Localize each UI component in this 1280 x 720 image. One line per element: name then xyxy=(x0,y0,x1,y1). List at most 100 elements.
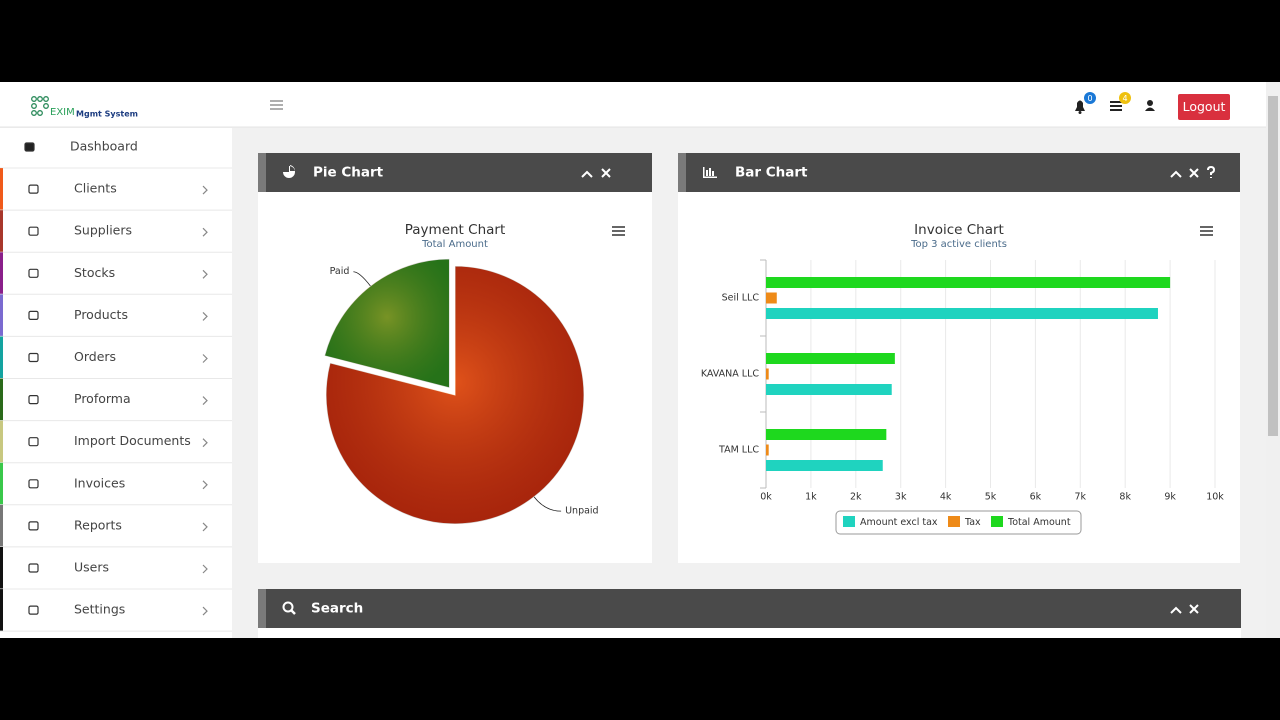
item-label: Suppliers xyxy=(74,223,132,238)
collapse-button[interactable] xyxy=(1170,170,1182,178)
bar xyxy=(766,277,1171,288)
item-icon xyxy=(28,521,39,531)
item-icon xyxy=(28,479,39,489)
item-accent xyxy=(0,210,3,253)
sidebar-item[interactable]: Invoices xyxy=(0,462,232,506)
scrollbar-thumb[interactable] xyxy=(1268,96,1278,436)
bar xyxy=(766,308,1158,319)
sidebar-item[interactable]: Stocks xyxy=(0,252,232,295)
item-icon xyxy=(28,352,39,363)
sidebar-item[interactable]: Import Documents xyxy=(0,420,232,464)
item-chevron xyxy=(202,522,208,532)
close-button[interactable] xyxy=(1189,168,1199,178)
close-button[interactable] xyxy=(1189,604,1199,614)
y-tick-label: Seil LLC xyxy=(722,293,760,304)
sidebar-item[interactable]: Reports xyxy=(0,504,232,548)
logo-icon xyxy=(31,96,49,116)
x-tick-label: 9k xyxy=(1164,492,1176,503)
sidebar-item[interactable]: Orders xyxy=(0,336,232,379)
tasks-button[interactable]: 4 xyxy=(1110,92,1131,111)
legend-swatch[interactable] xyxy=(991,516,1003,527)
panel-title: Pie Chart xyxy=(313,165,384,181)
item-accent xyxy=(0,504,3,547)
item-icon xyxy=(24,142,35,152)
panel-title: Search xyxy=(311,601,363,617)
close-button[interactable] xyxy=(601,168,611,178)
item-label: Reports xyxy=(74,517,122,532)
item-accent xyxy=(0,168,3,211)
bar xyxy=(766,460,883,471)
item-chevron xyxy=(202,396,208,406)
menu-toggle[interactable] xyxy=(270,100,283,110)
sidebar xyxy=(0,128,232,638)
logo-text: EXIM xyxy=(50,107,75,118)
x-tick-label: 0k xyxy=(760,492,772,503)
slice-shade xyxy=(325,266,584,525)
sidebar-item[interactable]: Clients xyxy=(0,168,232,211)
x-tick-label: 10k xyxy=(1206,492,1224,503)
item-label: Invoices xyxy=(74,475,125,490)
item-accent xyxy=(0,589,3,632)
item-chevron xyxy=(202,606,208,616)
bar xyxy=(766,353,895,364)
chart-menu[interactable] xyxy=(1200,226,1213,236)
item-accent xyxy=(0,462,3,505)
slice-shade xyxy=(324,258,450,388)
notification-badge: 0 xyxy=(1087,94,1092,103)
logo-subtitle: Mgmt System xyxy=(76,110,138,119)
data-label: Paid xyxy=(330,266,350,277)
logout-button[interactable]: Logout xyxy=(1178,94,1230,120)
item-label: Dashboard xyxy=(70,139,138,154)
item-label: Settings xyxy=(74,602,125,617)
item-chevron xyxy=(202,227,208,237)
bar xyxy=(766,384,892,395)
item-icon xyxy=(28,395,39,405)
legend-swatch[interactable] xyxy=(843,516,855,527)
item-chevron xyxy=(202,354,208,363)
x-tick-label: 3k xyxy=(895,492,907,503)
legend-label[interactable]: Tax xyxy=(964,517,981,528)
bar xyxy=(766,444,769,456)
top-bar xyxy=(0,82,1266,127)
notifications-button[interactable]: 0 xyxy=(1075,92,1096,114)
item-accent xyxy=(0,294,3,337)
sidebar-item[interactable]: Products xyxy=(0,294,232,337)
user-button[interactable] xyxy=(1145,100,1155,111)
sidebar-item[interactable]: Suppliers xyxy=(0,210,232,253)
item-label: Proforma xyxy=(74,391,131,406)
sidebar-item[interactable]: Dashboard xyxy=(0,139,232,169)
item-icon xyxy=(28,310,39,320)
help-button[interactable] xyxy=(1207,165,1216,178)
item-chevron xyxy=(202,185,208,195)
tasks-badge: 4 xyxy=(1122,94,1127,103)
chart-menu[interactable] xyxy=(612,226,625,236)
chart-title: Invoice Chart xyxy=(914,222,1004,238)
x-tick-label: 7k xyxy=(1075,492,1087,503)
chart-subtitle: Top 3 active clients xyxy=(910,239,1007,250)
sidebar-item[interactable]: Settings xyxy=(0,589,232,632)
panel-title: Bar Chart xyxy=(735,165,808,181)
collapse-button[interactable] xyxy=(1170,606,1182,614)
item-icon xyxy=(28,184,39,194)
x-tick-label: 2k xyxy=(850,492,862,503)
chart-title: Payment Chart xyxy=(405,222,506,238)
collapse-button[interactable] xyxy=(581,170,593,178)
item-label: Import Documents xyxy=(74,433,191,448)
search-panel: Search xyxy=(258,589,1241,638)
bar xyxy=(766,368,769,380)
item-chevron xyxy=(202,438,208,448)
item-label: Users xyxy=(74,560,109,575)
sidebar-item[interactable]: Proforma xyxy=(0,378,232,422)
item-chevron xyxy=(202,480,208,490)
sidebar-item[interactable]: Users xyxy=(0,547,232,590)
legend-label[interactable]: Total Amount xyxy=(1007,517,1071,528)
bar-panel: Bar Chart xyxy=(678,153,1240,563)
x-tick-label: 1k xyxy=(805,492,817,503)
legend-label[interactable]: Amount excl tax xyxy=(860,517,938,528)
chart-subtitle: Total Amount xyxy=(421,239,488,250)
item-accent xyxy=(0,378,3,421)
item-icon xyxy=(28,268,39,278)
item-chevron xyxy=(202,311,208,321)
legend-swatch[interactable] xyxy=(948,516,960,527)
